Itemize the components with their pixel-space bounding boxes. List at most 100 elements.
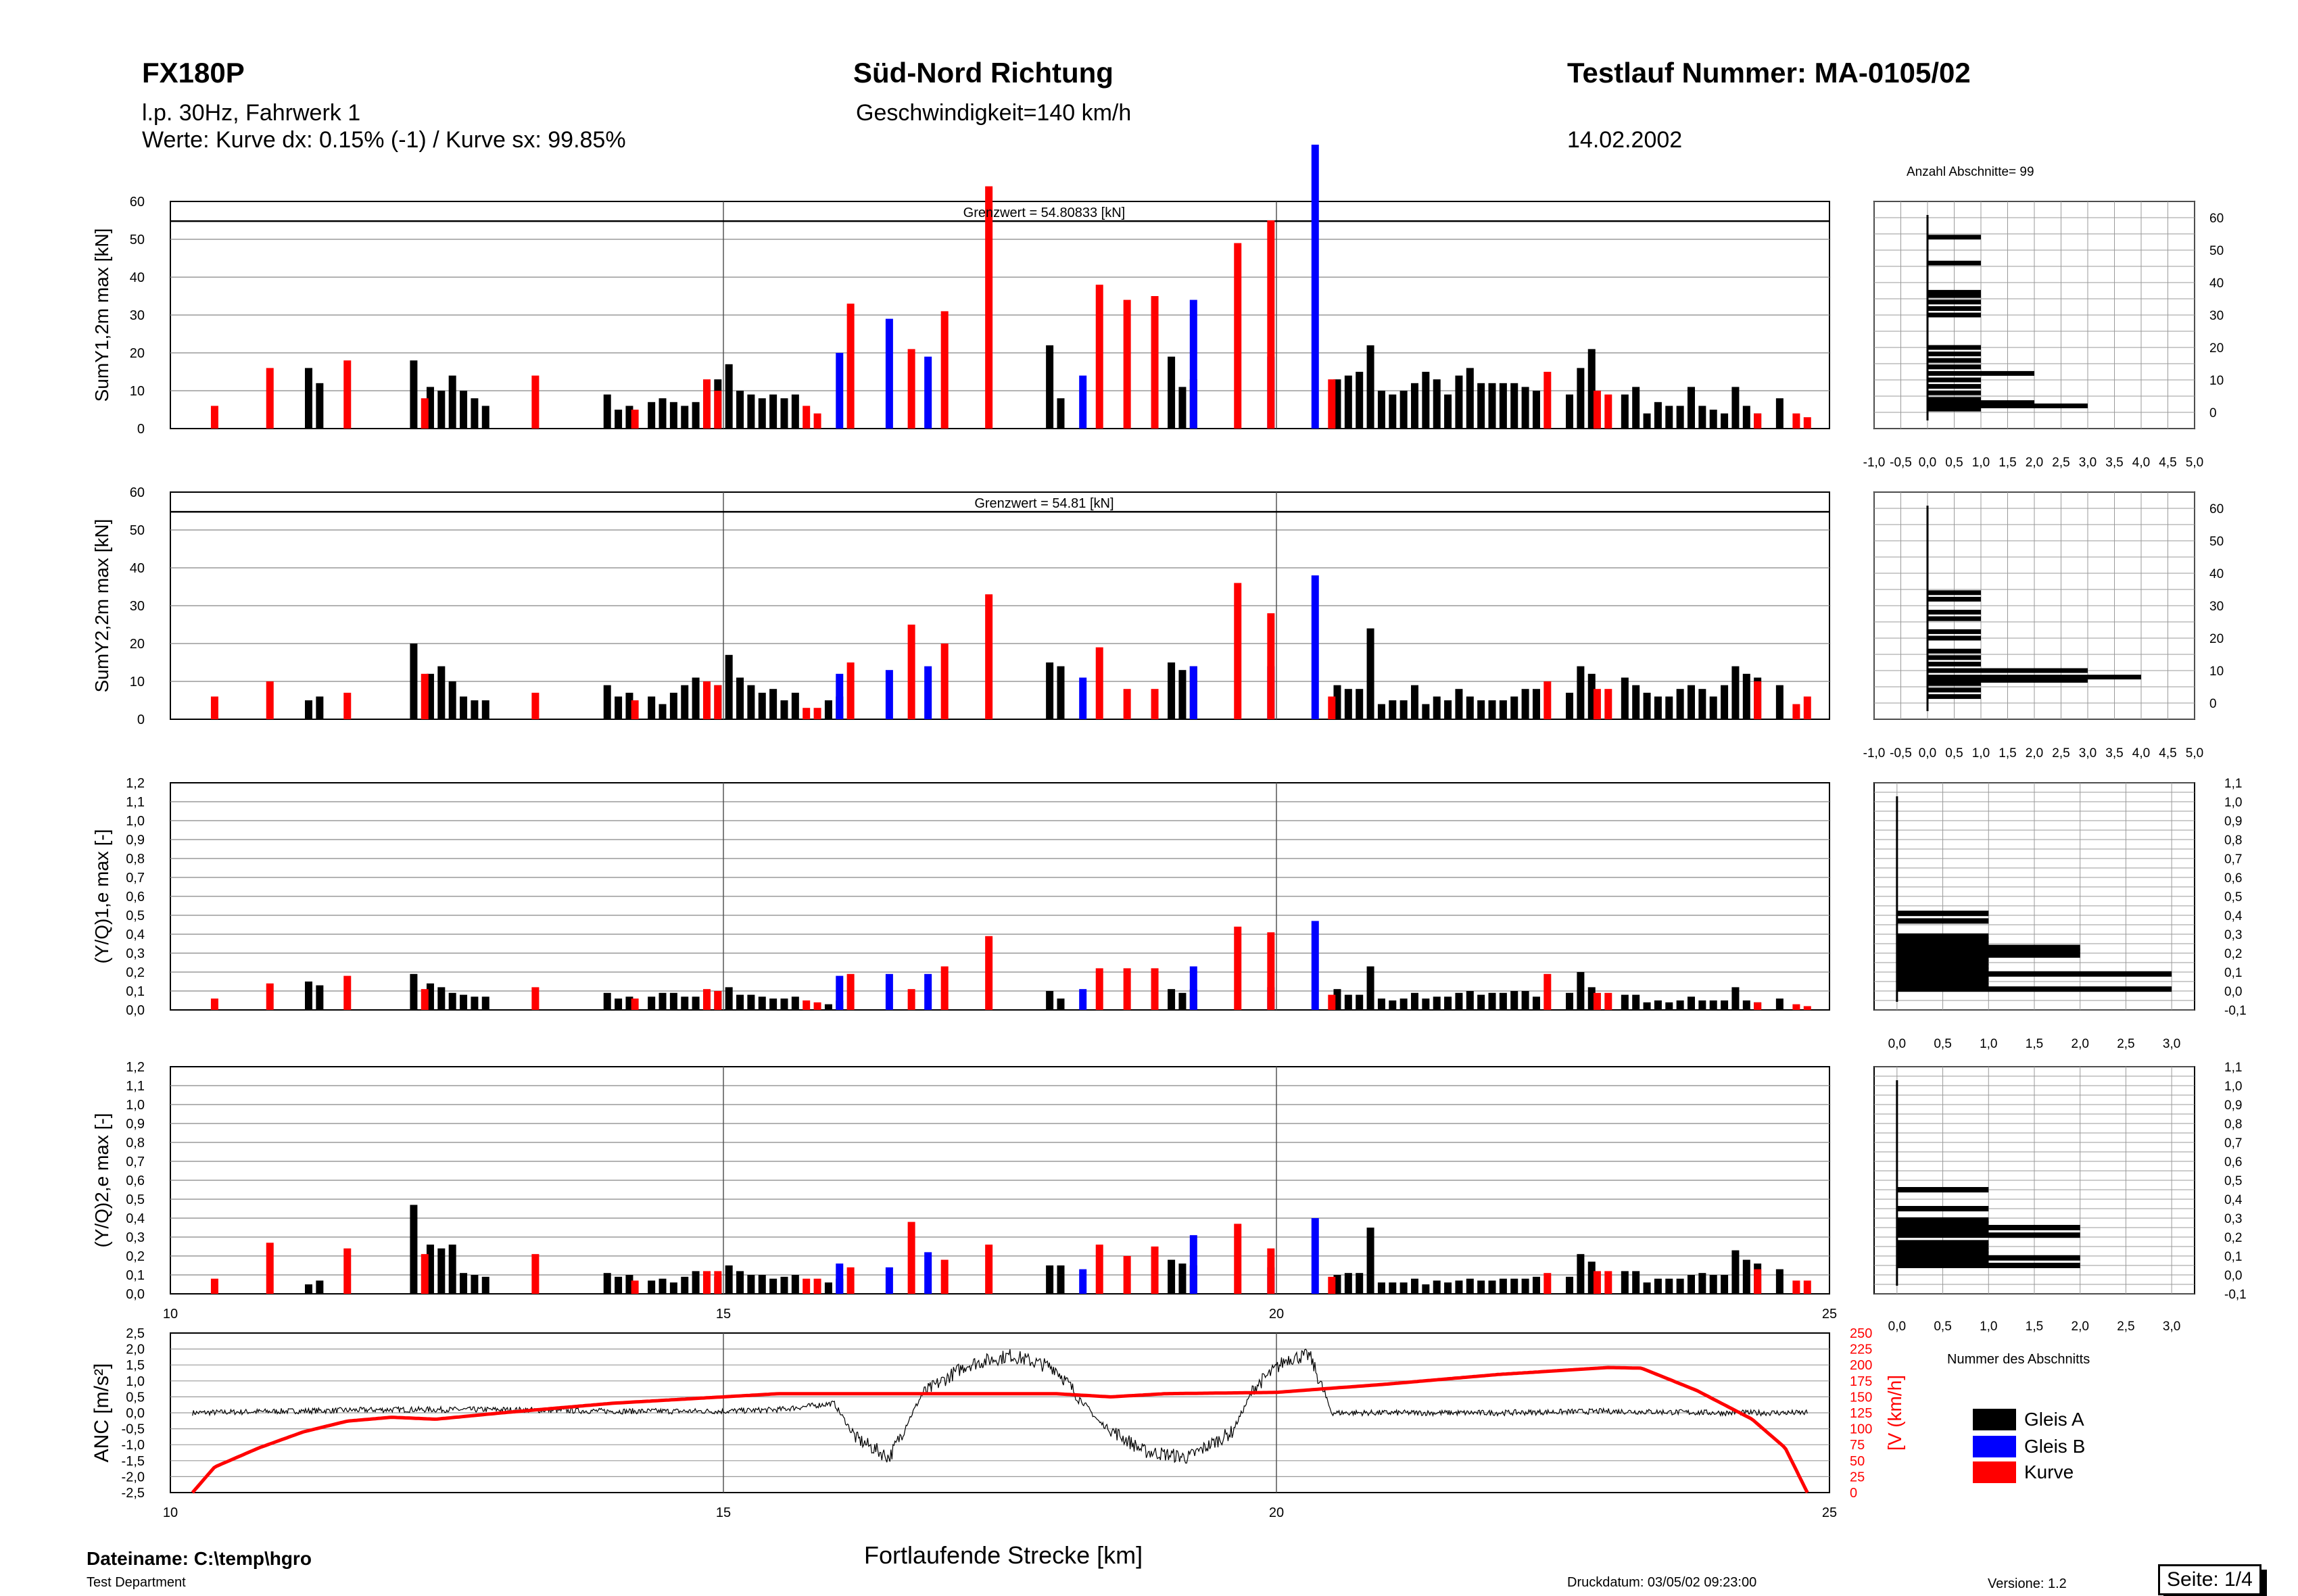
bar-a: [1721, 685, 1729, 719]
histogram-x-tick-label: 2,5: [2117, 1037, 2134, 1051]
bar-b: [1311, 1218, 1319, 1294]
bar-a: [615, 1276, 623, 1294]
histogram-y-tick-label: 0,6: [2224, 1155, 2242, 1169]
y-tick-label-right: 100: [1850, 1422, 1872, 1437]
histogram-y-tick-label: 0,7: [2224, 1136, 2242, 1151]
bar-a: [747, 685, 755, 719]
bar-k: [210, 998, 218, 1010]
bar-a: [1333, 1275, 1341, 1294]
bar-k: [1604, 992, 1612, 1010]
histogram-x-tick-label: 0,5: [1934, 1320, 1951, 1334]
y-tick-label: 60: [130, 485, 145, 500]
bar-k: [343, 360, 352, 429]
bar-k: [343, 975, 352, 1010]
legend-label-gleis-a: Gleis A: [2024, 1409, 2084, 1430]
page-indicator: Seite: 1/4: [2158, 1564, 2261, 1595]
bar-k: [1151, 689, 1159, 719]
bar-k: [714, 391, 722, 429]
histogram-bar: [1928, 299, 1981, 305]
bar-a: [1566, 1276, 1574, 1294]
bar-a: [1510, 696, 1518, 719]
bar-a: [471, 398, 479, 429]
bar-k: [803, 406, 811, 429]
bar-a: [625, 406, 633, 429]
x-axis-title: Fortlaufende Strecke [km]: [864, 1541, 1143, 1569]
bar-a: [648, 996, 656, 1010]
bar-k: [421, 1254, 429, 1294]
bar-a: [1742, 406, 1750, 429]
x-tick-label: 10: [163, 1307, 178, 1322]
bar-b: [836, 1263, 844, 1294]
bar-k: [631, 700, 639, 719]
bar-a: [625, 1275, 633, 1294]
bar-a: [1366, 966, 1374, 1010]
histogram-bar: [1896, 948, 2080, 954]
bar-k: [1604, 689, 1612, 719]
y-tick-label: 2,5: [126, 1326, 145, 1341]
histogram-bar: [1896, 918, 1989, 924]
y-tick-label: -1,5: [122, 1454, 145, 1469]
bar-a: [736, 391, 744, 429]
bar-a: [1676, 1278, 1684, 1294]
bar-k: [1151, 1247, 1159, 1294]
bar-k: [846, 304, 855, 429]
histogram-bar: [1928, 596, 1981, 602]
bar-a: [1057, 1265, 1065, 1294]
bar-k: [1123, 1256, 1131, 1294]
bar-b: [924, 973, 932, 1010]
histogram-panel-2: [1873, 491, 2195, 720]
y-tick-label: 0,1: [126, 984, 145, 999]
bar-a: [316, 1280, 324, 1294]
bar-a: [1643, 692, 1651, 719]
bar-a: [1521, 387, 1529, 429]
bar-a: [1344, 1273, 1352, 1294]
bar-k: [1095, 285, 1103, 429]
histogram-x-tick-label: 1,5: [1998, 456, 2016, 470]
y-axis-label: SumY2,2m max [kN]: [91, 519, 112, 693]
y-tick-label: 0,1: [126, 1268, 145, 1283]
bar-a: [648, 696, 656, 719]
histogram-bar: [1928, 681, 1981, 686]
bar-a: [481, 996, 489, 1010]
y-tick-label: 0,6: [126, 890, 145, 904]
bar-a: [1356, 372, 1364, 429]
legend-swatch-gleis-b: [1973, 1436, 2016, 1457]
histogram-bar: [1896, 979, 1989, 984]
bar-a: [1466, 368, 1474, 429]
bar-a: [1731, 387, 1740, 429]
bar-a: [1444, 394, 1452, 429]
bar-a: [791, 996, 799, 1010]
bar-k: [813, 1002, 821, 1010]
histogram-y-tick-label: 40: [2209, 567, 2224, 581]
bar-b: [885, 1267, 893, 1294]
bar-a: [448, 375, 456, 429]
bar-a: [1742, 1000, 1750, 1010]
histogram-xlabel: Nummer des Abschnitts: [1947, 1352, 2090, 1367]
y-tick-label: 10: [130, 384, 145, 399]
bar-a: [481, 1276, 489, 1294]
bar-a: [1333, 685, 1341, 719]
bar-a: [1665, 1278, 1673, 1294]
y-tick-label: 1,0: [126, 814, 145, 829]
bar-a: [769, 394, 777, 429]
bar-a: [1775, 998, 1784, 1010]
bar-b: [836, 975, 844, 1010]
bar-a: [1377, 1282, 1385, 1294]
histogram-bar: [1896, 960, 1989, 965]
bar-a: [692, 402, 700, 429]
histogram-x-tick-label: 0,5: [1945, 456, 1963, 470]
y-tick-label: 0,0: [126, 1287, 145, 1302]
bar-k: [1234, 243, 1242, 429]
bar-k: [940, 1259, 949, 1294]
histogram-y-tick-label: -0,1: [2224, 1004, 2247, 1018]
histogram-x-tick-label: 3,0: [2163, 1320, 2180, 1334]
histogram-bar: [1928, 406, 1981, 412]
bar-k: [702, 379, 711, 429]
histogram-x-tick-label: -1,0: [1863, 456, 1886, 470]
histogram-x-tick-label: 1,5: [2026, 1037, 2043, 1051]
bar-a: [316, 696, 324, 719]
histogram-y-tick-label: 1,1: [2224, 777, 2242, 791]
histogram-y-tick-label: 0,9: [2224, 815, 2242, 829]
bar-a: [1411, 685, 1418, 719]
y-tick-label: 0,3: [126, 1230, 145, 1245]
